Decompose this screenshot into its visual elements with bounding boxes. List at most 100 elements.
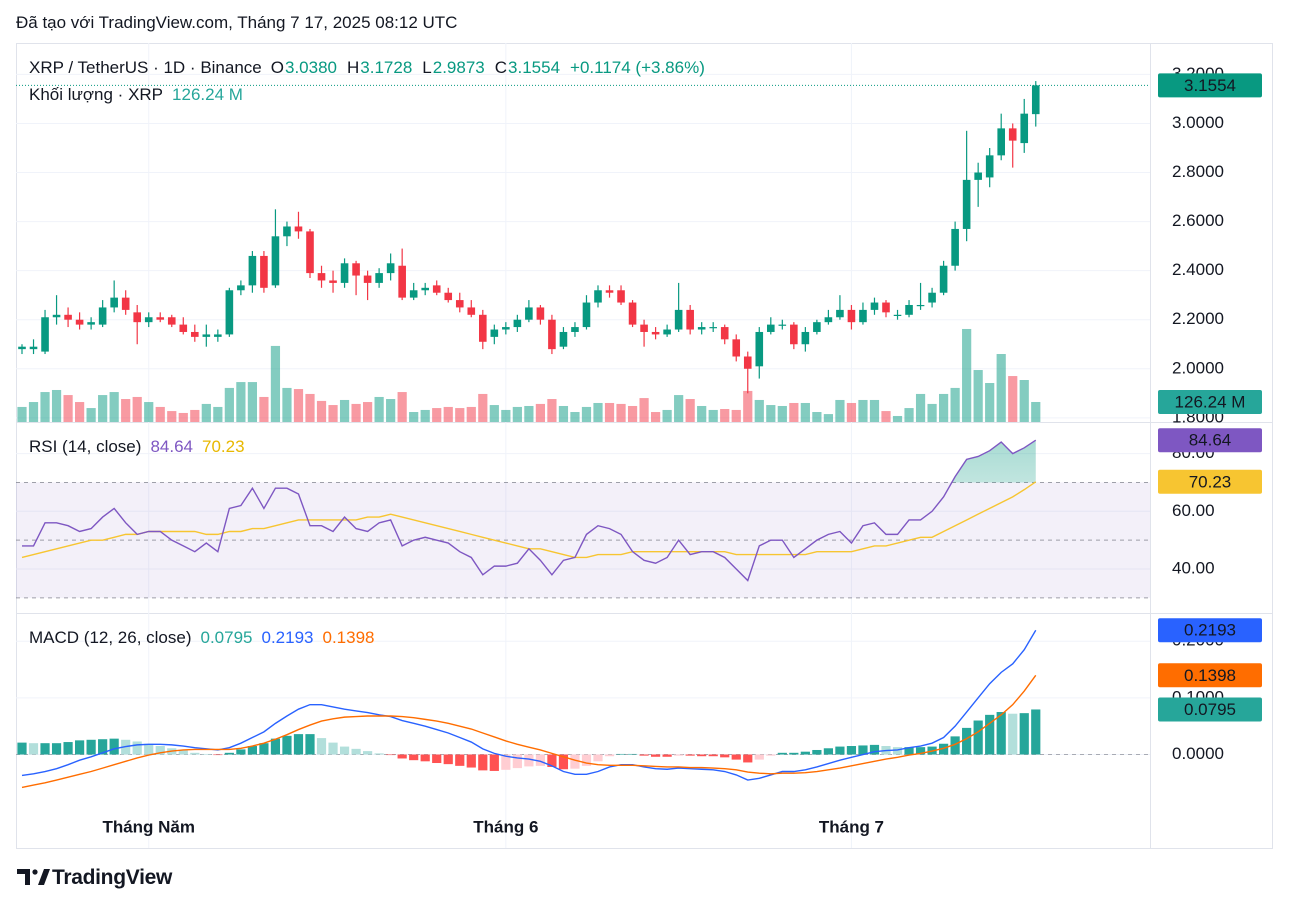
candle-body (928, 292, 936, 303)
histogram-bar (869, 744, 880, 755)
candle-body (640, 324, 648, 332)
histogram-bar (236, 749, 246, 755)
candle-body (962, 179, 971, 229)
candle-body (398, 265, 406, 298)
histogram-bar (846, 746, 857, 755)
volume-bar (927, 403, 937, 422)
candle-body (525, 307, 533, 320)
candle-body (651, 331, 660, 335)
volume-bar (962, 328, 972, 422)
volume-bar (489, 405, 499, 422)
y-tick-label: 2.4000 (1172, 260, 1224, 279)
histogram-bar (915, 747, 926, 755)
rsi-value: 84.64 (150, 437, 193, 456)
candle-body (133, 312, 141, 323)
histogram-bar (558, 754, 569, 770)
candle-body (248, 255, 257, 286)
candle-body (628, 302, 637, 325)
candle-body (582, 302, 591, 328)
rsi-ma-badge: 70.23 (1189, 472, 1232, 491)
histogram-bar (247, 746, 257, 755)
volume-bar (754, 399, 764, 422)
volume-bar (466, 406, 476, 422)
candle-body (767, 324, 775, 332)
histogram-bar (985, 714, 995, 755)
histogram-bar (224, 752, 234, 755)
volume-bar (524, 405, 534, 422)
histogram-bar (420, 754, 430, 762)
macd-badge-bg (1158, 618, 1262, 643)
histogram-bar (409, 754, 419, 761)
candle-body (605, 290, 614, 293)
volume-bar (17, 406, 27, 422)
volume-bar (270, 345, 281, 422)
ohlc-value: 3.1728 (360, 58, 413, 77)
histogram-bar (386, 754, 396, 756)
candle-body (144, 317, 153, 323)
histogram-bar (201, 753, 211, 755)
histogram-bar (316, 738, 327, 755)
histogram-bar (109, 738, 119, 755)
candle-body (755, 331, 764, 367)
created-note: Đã tạo với TradingView.com, Tháng 7 17, … (16, 13, 458, 32)
candle-body (985, 155, 994, 178)
volume-bar (651, 412, 661, 422)
histogram-bar (858, 745, 868, 755)
volume-bar (950, 387, 960, 422)
histogram-bar (489, 754, 499, 771)
candle-body (421, 287, 429, 291)
histogram-bar (800, 751, 810, 755)
histogram-bar (328, 742, 338, 755)
y-tick-label: 2.2000 (1172, 309, 1224, 328)
candle-body (306, 231, 314, 274)
histogram-bar (973, 720, 983, 755)
histogram-bar (812, 749, 822, 755)
candle-body (121, 297, 130, 310)
volume-bar (789, 402, 799, 422)
candle-body (939, 265, 948, 293)
ohlc-key: O (270, 58, 284, 77)
y-tick-label: 3.0000 (1172, 113, 1224, 132)
frame (16, 43, 1273, 849)
histogram-badge-bg (1158, 697, 1262, 722)
histogram-bar (996, 712, 1006, 755)
candle-body (548, 319, 556, 350)
volume-bar (915, 393, 926, 422)
volume-bar (685, 399, 695, 422)
candle-body (1020, 113, 1029, 144)
rsi-badge-bg (1158, 428, 1262, 453)
volume-bar (40, 392, 50, 422)
volume-bar (823, 414, 833, 422)
macd-line (21, 629, 1037, 781)
candle-body (191, 331, 199, 337)
candle-body (847, 309, 856, 323)
histogram-bar (823, 748, 833, 755)
histogram-bar (662, 754, 672, 757)
rsi-ma-value: 70.23 (201, 437, 245, 456)
histogram-bar (213, 754, 223, 756)
volume-bar (201, 403, 211, 422)
histogram-bar (535, 754, 545, 766)
candle-body (813, 322, 821, 332)
histogram-bar (570, 754, 580, 769)
volume-bar (363, 402, 373, 422)
histogram-bar (293, 734, 304, 755)
candle-body (409, 290, 418, 298)
volume-bar (374, 396, 384, 422)
histogram-bar (190, 752, 200, 755)
volume-bar (570, 412, 580, 422)
histogram-bar (443, 754, 453, 765)
rsi-line (22, 439, 1037, 582)
histogram-bar (351, 748, 361, 755)
candle-body (916, 304, 925, 307)
volume-bar (409, 412, 419, 422)
volume-title: Khối lượng · XRP (29, 85, 164, 104)
candle-body (790, 324, 798, 345)
histogram-bar (524, 754, 534, 767)
candle-body (110, 297, 118, 308)
candle-body (536, 307, 545, 320)
candle-body (997, 128, 1005, 156)
histogram-bar (777, 752, 787, 755)
volume-bar (109, 392, 119, 422)
